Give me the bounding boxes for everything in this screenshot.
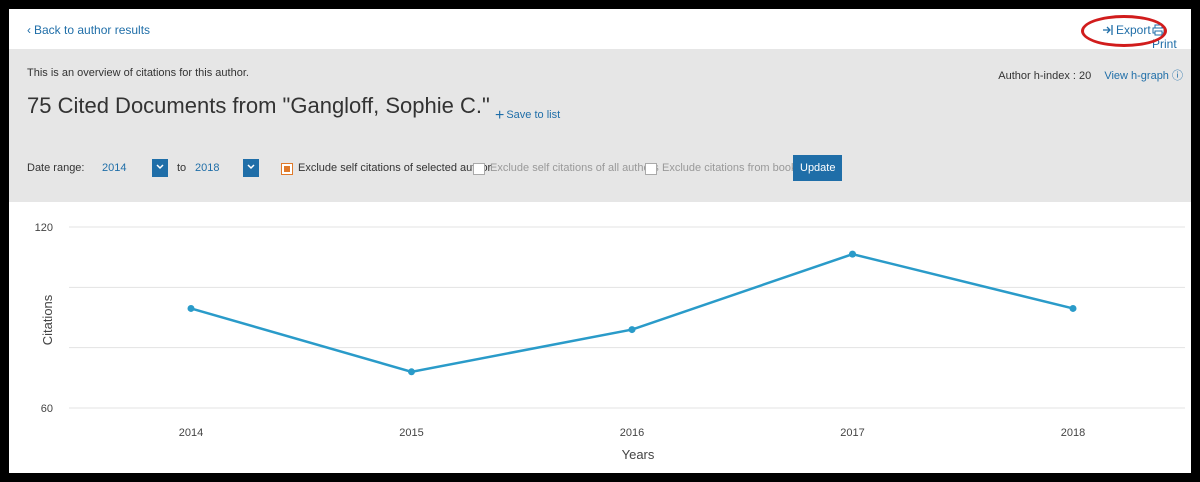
save-to-list-button[interactable]: + Save to list [495,107,560,125]
data-point-2016 [628,326,636,334]
save-label: Save to list [506,109,561,121]
y-axis-label: Citations [40,294,55,345]
citations-line-chart: 60 120 2014 2015 2016 2017 2018 Years Citations [35,222,1185,462]
y-tick-label-60: 60 [41,403,53,415]
y-tick-label-120: 120 [35,222,53,234]
exclude-self-selected-checkbox[interactable] [281,163,293,175]
data-point-2017 [849,250,856,258]
help-icon: ⓘ [1172,70,1183,82]
to-year-select[interactable]: 2018 [195,162,220,174]
chevron-down-icon [156,164,164,170]
page-frame: ‹ Back to author results Export Print Thi… [9,9,1191,473]
to-year-dropdown[interactable] [243,159,259,177]
citations-chart: 60 120 2014 2015 2016 2017 2018 Years Citations [9,202,1191,473]
update-button[interactable]: Update [793,155,843,181]
date-range-label: Date range: [27,162,85,174]
citation-overview-panel: This is an overview of citations for thi… [9,49,1191,202]
view-h-graph-link[interactable]: View h-graph ⓘ [1104,70,1183,82]
from-year-dropdown[interactable] [152,159,168,177]
back-link[interactable]: ‹ Back to author results [27,23,150,37]
to-label: to [177,162,187,174]
data-point-2014 [187,304,195,312]
exclude-self-selected-label: Exclude self citations of selected autho… [298,162,492,174]
from-year-select[interactable]: 2014 [102,162,127,174]
x-tick-label-2014: 2014 [179,427,203,439]
x-tick-label-2017: 2017 [840,427,864,439]
h-graph-label: View h-graph [1104,70,1169,82]
series-line-0 [190,252,1074,374]
plus-icon: + [495,107,505,124]
data-point-2015 [408,368,415,376]
back-label: Back to author results [34,23,151,37]
x-axis-label: Years [622,447,655,462]
h-index: Author h-index : 20 View h-graph ⓘ [998,67,1183,83]
chevron-down-icon [247,164,255,170]
h-index-label: Author h-index : 20 [998,70,1092,82]
page-title: 75 Cited Documents from "Gangloff, Sophi… [27,93,490,118]
exclude-books-checkbox[interactable] [645,163,657,175]
exclude-self-all-checkbox[interactable] [473,163,485,175]
chevron-left-icon: ‹ [27,23,31,37]
overview-text: This is an overview of citations for thi… [27,67,249,79]
x-tick-label-2018: 2018 [1061,427,1085,439]
x-tick-label-2016: 2016 [620,427,644,439]
exclude-books-label: Exclude citations from books [662,162,803,174]
exclude-self-all-label: Exclude self citations of all authors [490,162,659,174]
x-tick-label-2015: 2015 [399,427,423,439]
top-bar: ‹ Back to author results Export Print [9,9,1191,51]
data-point-2018 [1069,304,1077,312]
export-highlight-circle [1081,15,1167,47]
